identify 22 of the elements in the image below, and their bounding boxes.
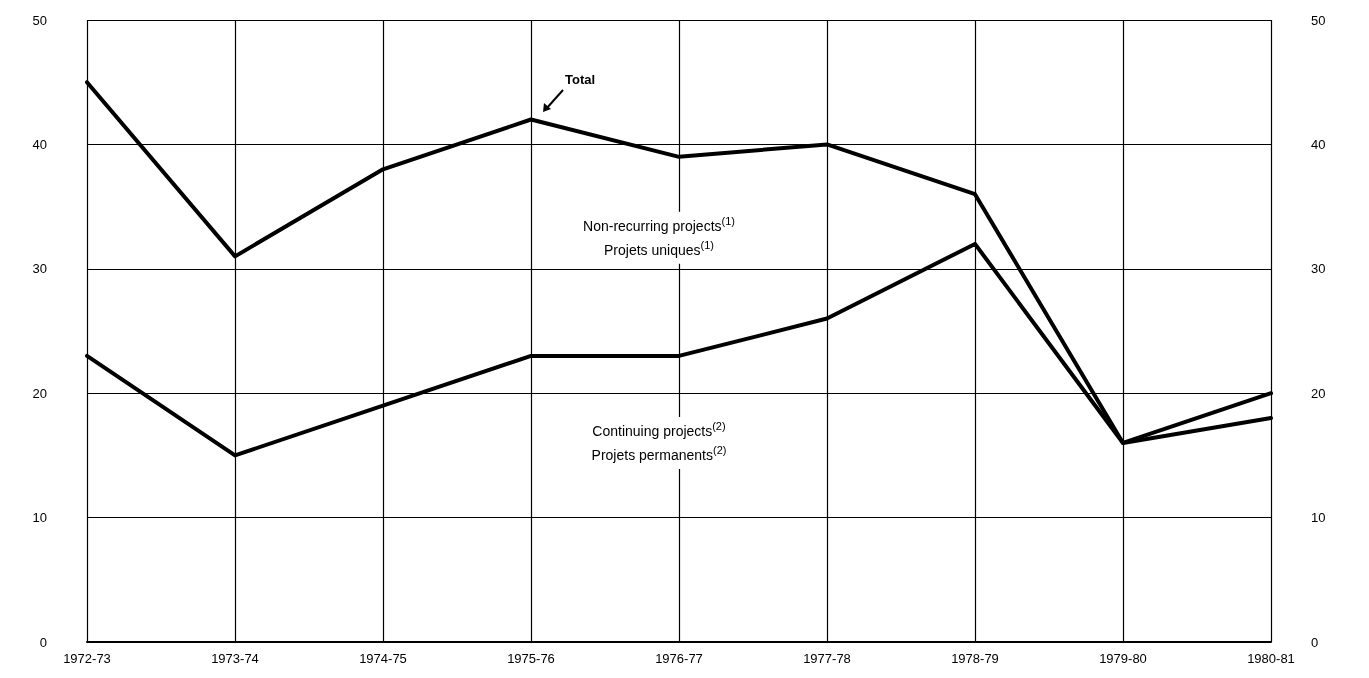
y-tick-label: 50 [32,12,47,28]
y2-tick-label: 0 [1311,634,1319,650]
y-tick-label: 10 [32,510,47,526]
y2-tick-label: 10 [1311,510,1326,526]
x-tick-label: 1975-76 [507,651,555,666]
x-tick-label: 1974-75 [359,651,407,666]
x-tick-label: 1977-78 [803,651,851,666]
x-tick-label: 1980-81 [1247,651,1295,666]
y-tick-label: 0 [39,634,47,650]
x-tick-label: 1976-77 [655,651,703,666]
y-tick-label: 40 [32,136,47,152]
y2-tick-label: 30 [1311,261,1326,277]
y-tick-label: 30 [32,261,47,277]
x-tick-label: 1978-79 [951,651,999,666]
x-tick-label: 1972-73 [63,651,111,666]
text: Total [565,71,596,87]
y2-tick-label: 20 [1311,385,1326,401]
y-tick-label: 20 [32,385,47,401]
y2-tick-label: 50 [1311,12,1326,28]
x-tick-label: 1973-74 [211,651,259,666]
x-tick-label: 1979-80 [1099,651,1147,666]
y2-tick-label: 40 [1311,136,1326,152]
